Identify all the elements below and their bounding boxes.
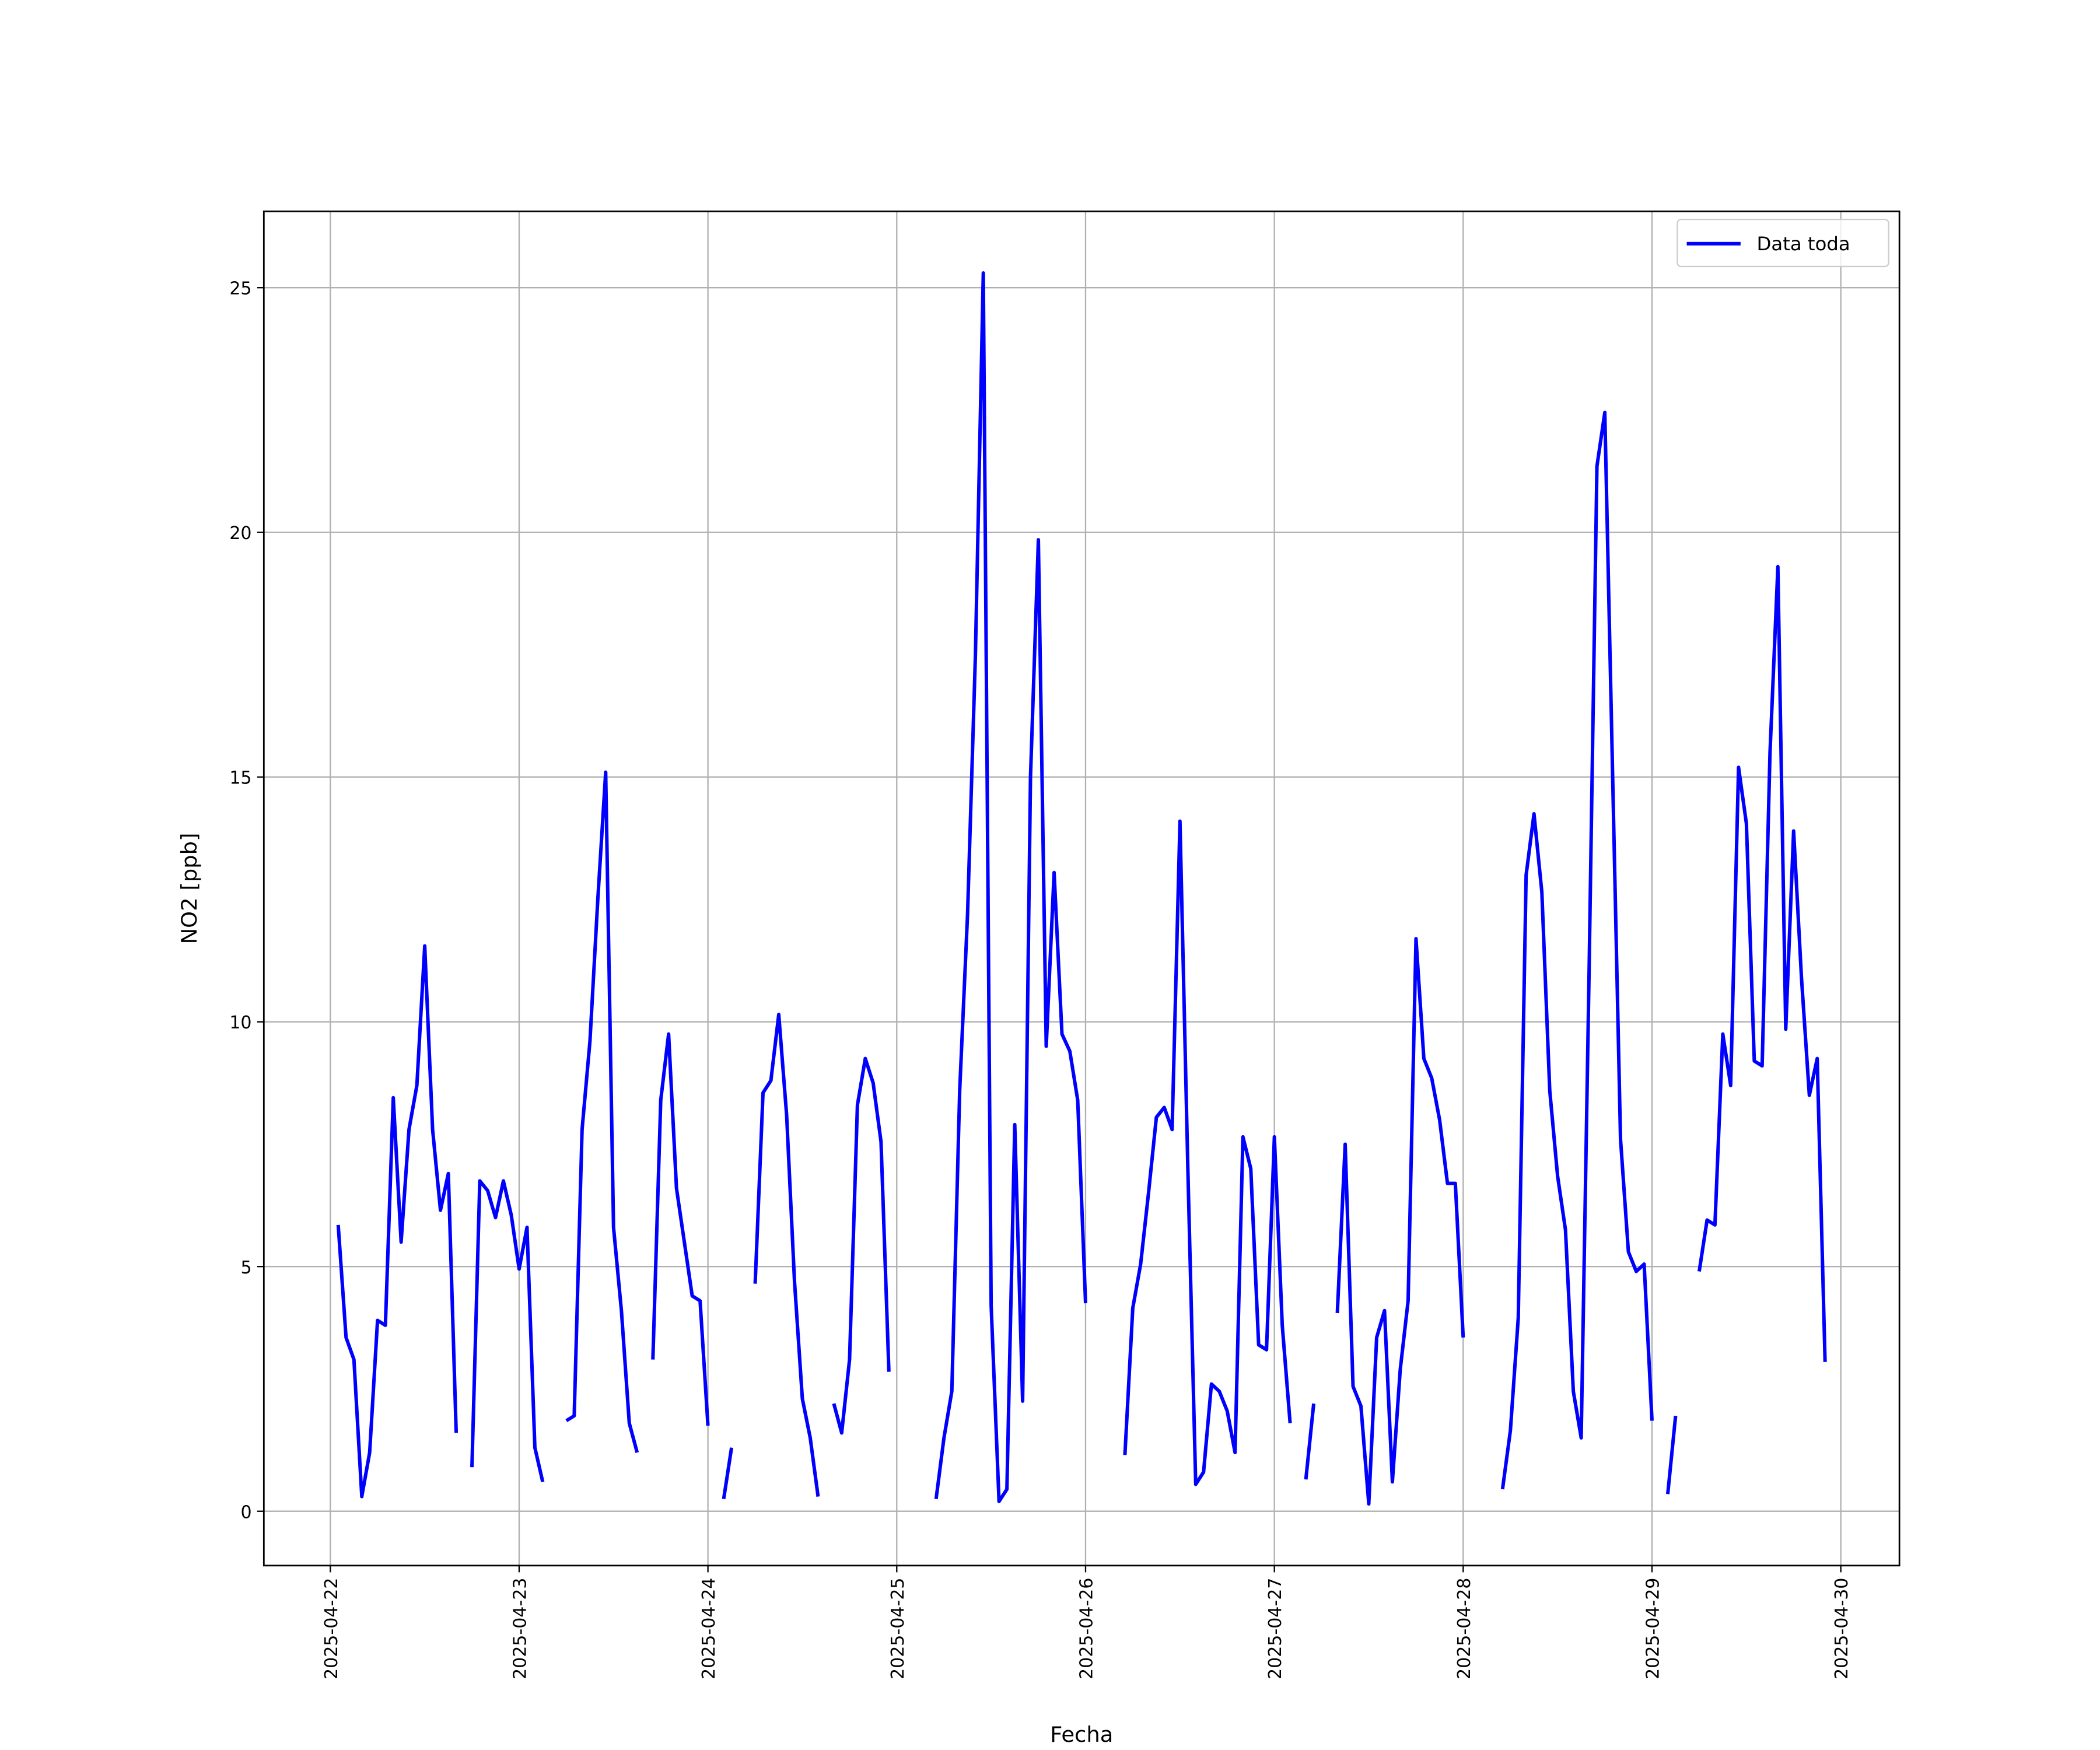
x-tick-label: 2025-04-28 [1454,1578,1475,1679]
x-tick-label: 2025-04-24 [699,1578,719,1679]
legend-box [1676,218,1889,268]
x-tick-label: 2025-04-27 [1265,1578,1286,1679]
x-axis-label: Fecha [1050,1722,1113,1747]
y-tick-label: 20 [229,523,251,544]
y-tick-label: 10 [229,1013,251,1033]
legend-label: Data toda [1757,233,1850,255]
y-tick-label: 15 [229,768,251,789]
x-tick-label: 2025-04-26 [1077,1578,1097,1679]
x-tick-label: 2025-04-22 [321,1578,342,1679]
x-tick-label: 2025-04-29 [1643,1578,1664,1679]
y-tick-label: 0 [240,1502,251,1522]
x-tick-label: 2025-04-25 [888,1578,908,1679]
x-tick-label: 2025-04-23 [510,1578,530,1679]
y-tick-label: 5 [240,1258,251,1278]
plot-frame [262,210,1901,1567]
x-tick-label: 2025-04-30 [1832,1578,1852,1679]
y-tick-label: 25 [229,279,251,299]
y-axis-label: NO2 [ppb] [177,833,202,944]
data-line [336,271,1827,1506]
